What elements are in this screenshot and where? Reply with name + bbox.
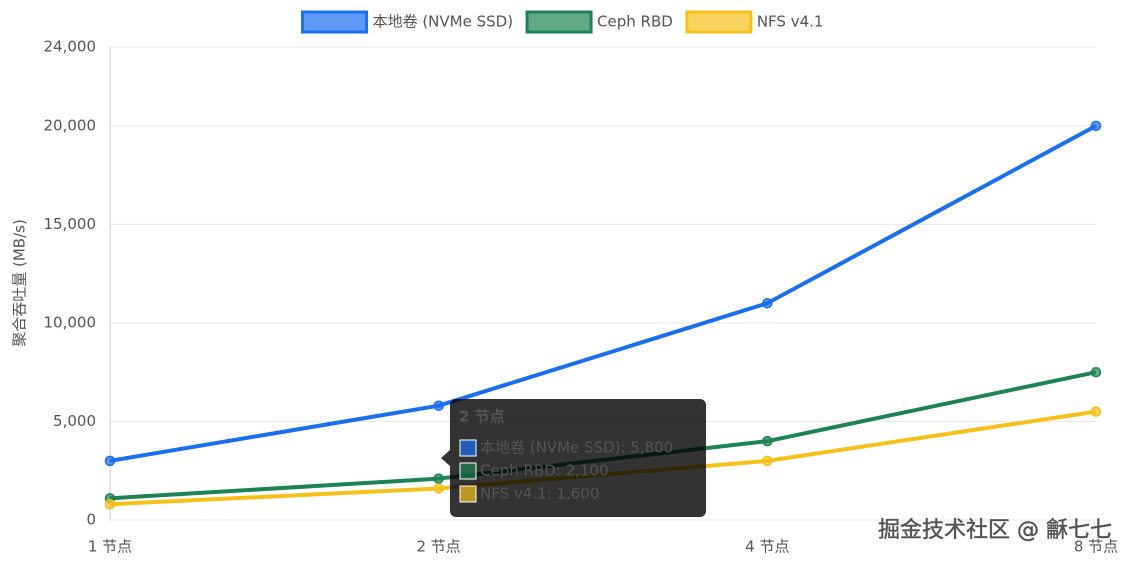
tooltip-box: [441, 399, 706, 517]
data-point: [1090, 406, 1102, 417]
tooltip-title: 2 节点: [459, 408, 505, 426]
legend-label: NFS v4.1: [757, 13, 824, 31]
x-tick-label: 8 节点: [1074, 538, 1118, 556]
data-point: [762, 435, 773, 447]
tooltip-item: Ceph RBD: 2,100: [480, 462, 609, 480]
data-point: [433, 483, 444, 494]
legend-item: Ceph RBD: [525, 10, 673, 34]
series-line: [109, 124, 1097, 463]
data-point: [1090, 366, 1102, 378]
x-tick-label: 1 节点: [88, 538, 132, 556]
data-point: [104, 455, 116, 467]
legend-label: 本地卷 (NVMe SSD): [373, 13, 514, 31]
data-point: [1090, 120, 1102, 132]
tooltip-swatch: [459, 439, 477, 457]
x-tick-label: 4 节点: [745, 538, 789, 556]
data-point: [433, 473, 444, 484]
y-tick-label: 10,000: [44, 313, 97, 331]
legend-label: Ceph RBD: [597, 13, 673, 31]
y-tick-label: 0: [86, 511, 96, 529]
y-tick-label: 20,000: [44, 116, 97, 134]
data-point: [433, 400, 444, 411]
y-tick-label: 24,000: [44, 38, 97, 56]
tooltip-item: NFS v4.1: 1,600: [480, 485, 599, 503]
legend-swatch: [525, 10, 593, 34]
tooltip-swatch: [459, 462, 477, 480]
y-axis-title: 聚合吞吐量 (MB/s): [11, 219, 29, 347]
tooltip-item: 本地卷 (NVMe SSD): 5,800: [480, 439, 673, 457]
data-point: [762, 297, 773, 309]
legend-item: NFS v4.1: [685, 10, 824, 34]
x-tick-label: 2 节点: [417, 538, 461, 556]
data-point: [762, 455, 773, 467]
legend: 本地卷 (NVMe SSD) Ceph RBD NFS v4.1: [301, 10, 824, 34]
legend-item: 本地卷 (NVMe SSD): [301, 10, 514, 34]
y-tick-label: 5,000: [53, 412, 96, 430]
legend-swatch: [301, 10, 369, 34]
legend-swatch: [685, 10, 753, 34]
y-tick-label: 15,000: [44, 215, 97, 233]
watermark: 掘金技术社区 @ 龢七七: [878, 518, 1112, 543]
data-point: [104, 498, 116, 510]
tooltip-swatch: [459, 485, 477, 503]
